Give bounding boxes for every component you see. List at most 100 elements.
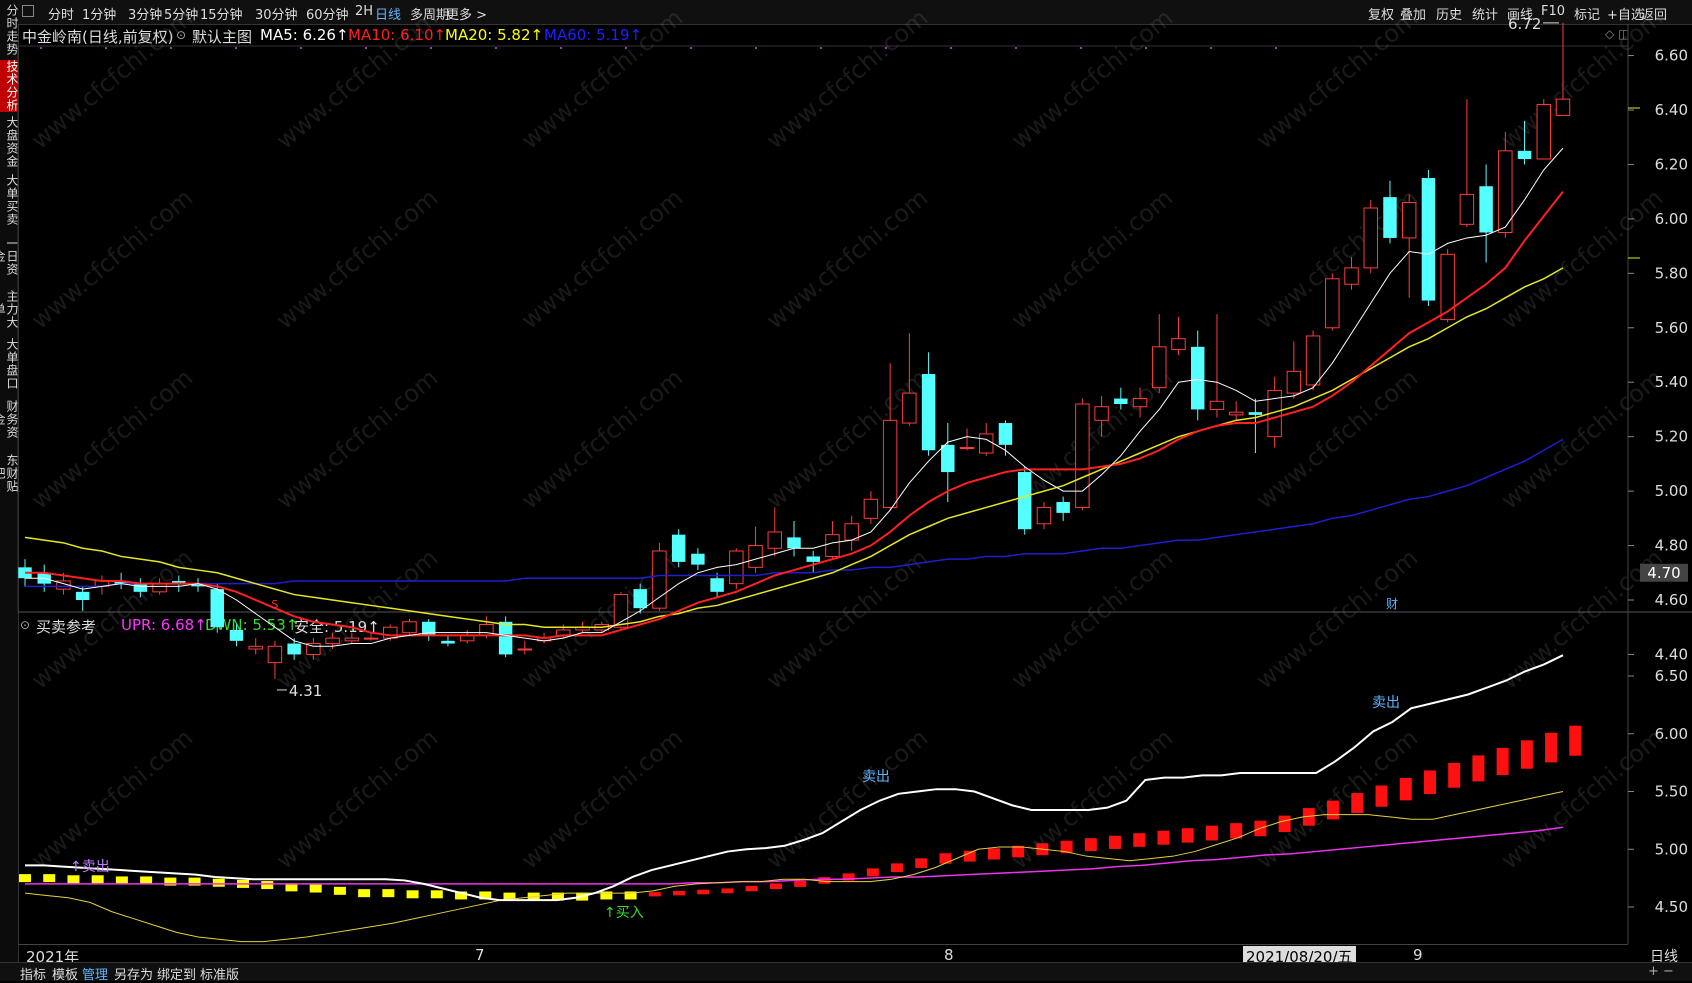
candle-body[interactable] [1228, 411, 1244, 416]
candle-body[interactable] [517, 648, 533, 651]
candle-body[interactable] [1132, 398, 1148, 408]
signal-bar[interactable] [673, 890, 686, 896]
candle-body[interactable] [882, 419, 898, 508]
signal-bar[interactable] [721, 888, 734, 894]
signal-bar[interactable] [1133, 833, 1146, 847]
bottom-button-5[interactable]: 标准版 [200, 968, 240, 983]
candle-body[interactable] [1171, 338, 1186, 351]
candle-body[interactable] [363, 637, 379, 640]
candle-body[interactable] [825, 534, 840, 557]
signal-bar[interactable] [1327, 800, 1340, 820]
left-tab-1[interactable]: 技术分析 [0, 60, 19, 112]
signal-bar[interactable] [769, 883, 782, 890]
candle-body[interactable] [691, 553, 705, 565]
candle-body[interactable] [998, 423, 1013, 445]
signal-bar[interactable] [697, 889, 710, 895]
signal-bar[interactable] [382, 889, 395, 898]
signal-bar[interactable] [115, 876, 128, 885]
signal-bar[interactable] [987, 848, 1000, 860]
left-tab-7[interactable]: 财务资金 [0, 399, 19, 439]
signal-bar[interactable] [794, 880, 807, 887]
signal-bar[interactable] [551, 892, 564, 901]
left-tab-6[interactable]: 大单盘口 [5, 338, 19, 390]
candle-body[interactable] [325, 637, 340, 645]
candle-body[interactable] [767, 531, 783, 549]
indicator-dropdown-icon[interactable]: ⊙ [20, 618, 31, 632]
candle-body[interactable] [114, 580, 128, 584]
candle-body[interactable] [498, 621, 513, 655]
signal-bar[interactable] [1520, 740, 1533, 769]
signal-bar[interactable] [648, 892, 661, 897]
candle-body[interactable] [75, 591, 90, 600]
candle-body[interactable] [229, 629, 244, 641]
signal-bar[interactable] [455, 891, 468, 900]
signal-bar[interactable] [140, 876, 153, 885]
menu-item-8[interactable]: 返回 [1641, 8, 1668, 23]
signal-bar[interactable] [963, 850, 976, 862]
signal-bar[interactable] [188, 877, 201, 886]
signal-bar[interactable] [1496, 747, 1509, 776]
signal-bar[interactable] [212, 878, 225, 887]
signal-bar[interactable] [1375, 785, 1388, 807]
candle-body[interactable] [287, 643, 301, 655]
indicator-name[interactable]: 买卖参考 [36, 618, 97, 636]
signal-bar[interactable] [915, 858, 928, 868]
template-label[interactable]: 默认主图 [192, 28, 253, 46]
signal-bar[interactable] [1181, 828, 1194, 843]
signal-bar[interactable] [1012, 845, 1025, 858]
signal-bar[interactable] [1302, 808, 1315, 826]
signal-bar[interactable] [745, 885, 758, 892]
signal-bar[interactable] [891, 863, 904, 873]
signal-bar[interactable] [866, 868, 879, 877]
signal-bar[interactable] [479, 891, 492, 900]
candle-body[interactable] [56, 580, 71, 590]
period-tab-8[interactable]: 日线 [375, 8, 402, 23]
period-tab-2[interactable]: 3分钟 [128, 8, 163, 23]
candle-body[interactable] [1459, 193, 1475, 225]
signal-bar[interactable] [1423, 770, 1436, 795]
zoom-controls-icon[interactable]: + − [1648, 964, 1674, 979]
period-tab-7[interactable]: 2H [355, 4, 374, 19]
candle-body[interactable] [133, 583, 148, 592]
menu-item-5[interactable]: F10 [1541, 4, 1566, 19]
signal-bar[interactable] [1230, 823, 1243, 839]
left-tab-3[interactable]: 大单买卖 [5, 174, 19, 226]
signal-bar[interactable] [1472, 755, 1485, 782]
candle-body[interactable] [633, 589, 647, 609]
left-tab-0[interactable]: 分时走势 [5, 4, 19, 56]
candle-body[interactable] [267, 645, 283, 664]
signal-bar[interactable] [1278, 815, 1291, 833]
candle-body[interactable] [306, 643, 321, 655]
layout-icon[interactable] [22, 5, 34, 17]
candle-body[interactable] [1555, 98, 1571, 116]
template-dropdown-icon[interactable]: ⊙ [176, 28, 187, 42]
candle-body[interactable] [806, 556, 820, 562]
signal-bar[interactable] [261, 881, 274, 890]
candle-body[interactable] [710, 578, 724, 592]
candle-body[interactable] [1344, 267, 1359, 285]
left-tab-4[interactable]: 一日资金 [0, 236, 19, 276]
candle-body[interactable] [979, 433, 994, 454]
signal-bar[interactable] [1109, 835, 1122, 849]
period-tab-0[interactable]: 分时 [48, 8, 75, 23]
candle-body[interactable] [902, 392, 917, 424]
signal-bar[interactable] [503, 892, 516, 901]
signal-bar[interactable] [1399, 777, 1412, 801]
signal-bar[interactable] [333, 886, 346, 895]
signal-bar[interactable] [406, 890, 419, 899]
menu-item-6[interactable]: 标记 [1574, 8, 1601, 23]
candle-body[interactable] [1056, 502, 1070, 513]
candle-body[interactable] [1536, 104, 1552, 160]
signal-bar[interactable] [19, 874, 31, 883]
bottom-button-4[interactable]: 绑定到 [157, 968, 197, 983]
signal-bar[interactable] [842, 873, 855, 881]
menu-item-2[interactable]: 历史 [1436, 8, 1463, 23]
candle-body[interactable] [383, 626, 398, 639]
candle-body[interactable] [1152, 346, 1167, 389]
candle-body[interactable] [1209, 400, 1225, 410]
candle-body[interactable] [959, 447, 975, 450]
signal-bar[interactable] [430, 890, 443, 899]
signal-bar[interactable] [358, 889, 371, 898]
candle-body[interactable] [1325, 278, 1340, 329]
